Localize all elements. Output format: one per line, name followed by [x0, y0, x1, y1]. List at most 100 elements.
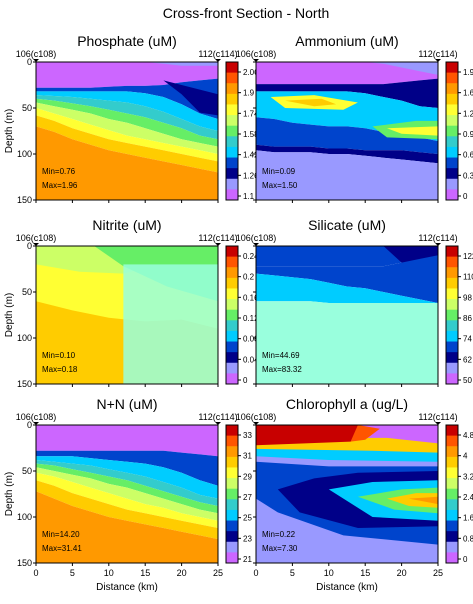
x-tick-label: 15 [360, 568, 370, 578]
colorbar-cell [446, 115, 458, 127]
colorbar-cell [226, 288, 238, 300]
colorbar-cell [226, 72, 238, 84]
colorbar-tick-label: 0.64 [463, 151, 473, 160]
colorbar-cell [446, 72, 458, 84]
plot-frame [255, 424, 439, 564]
colorbar-tick-label: 0 [463, 192, 468, 201]
y-tick-label: 100 [17, 333, 32, 343]
colorbar-cell [226, 320, 238, 332]
stat-min: Min=0.10 [42, 351, 76, 360]
colorbar-cell [226, 157, 238, 169]
station-left-label: 106(c108) [16, 233, 57, 243]
colorbar-cell [446, 352, 458, 364]
colorbar-tick-label: 1.28 [463, 109, 473, 118]
y-tick-label: 50 [22, 287, 32, 297]
colorbar-tick-label: 2.06 [243, 68, 259, 77]
colorbar-tick-label: 4 [463, 452, 468, 461]
contour-band [256, 78, 438, 108]
y-axis-label: Depth (m) [4, 109, 15, 153]
colorbar-cell [446, 178, 458, 190]
colorbar-tick-label: 0.24 [243, 252, 259, 261]
colorbar-cell [446, 136, 458, 148]
stat-max: Max=1.50 [262, 181, 298, 190]
colorbar-tick-label: 1.6 [463, 89, 473, 98]
colorbar-cell [446, 467, 458, 479]
colorbar-cell [226, 146, 238, 159]
contour-band [256, 62, 438, 75]
contour-band [256, 301, 438, 384]
plot-frame [255, 245, 439, 385]
colorbar-cell [226, 330, 238, 343]
y-tick-label: 150 [17, 379, 32, 389]
stat-min: Min=0.09 [262, 167, 296, 176]
colorbar-cell [446, 373, 458, 385]
colorbar-cell [226, 178, 238, 190]
contour-band [36, 467, 218, 521]
colorbar-cell [226, 456, 238, 468]
contour-band [123, 264, 218, 384]
colorbar-cell [446, 531, 458, 543]
contour-field [256, 425, 438, 563]
colorbar-tick-label: 0 [463, 555, 468, 564]
colorbar-tick-label: 62 [463, 355, 472, 364]
colorbar-cell [226, 478, 238, 490]
colorbar-cell [446, 277, 458, 289]
y-tick-label: 50 [22, 103, 32, 113]
contour-band [256, 150, 438, 200]
x-tick-label: 5 [290, 568, 295, 578]
colorbar-cell [226, 256, 238, 268]
y-tick-label: 100 [17, 149, 32, 159]
x-tick-label: 20 [177, 568, 187, 578]
station-right-marker [215, 243, 221, 246]
colorbar-cell [446, 288, 458, 300]
y-tick-label: 150 [17, 558, 32, 568]
colorbar-cell [226, 352, 238, 364]
colorbar-tick-label: 2.4 [463, 493, 473, 502]
colorbar-cell [226, 62, 238, 74]
colorbar-cell [446, 267, 458, 279]
panels: Phosphate (uM)106(c108) 112(c114)05010015… [4, 33, 473, 593]
plot-frame [255, 61, 439, 201]
colorbar-tick-label: 33 [243, 431, 252, 440]
x-tick-label: 25 [433, 568, 443, 578]
panel-title: N+N (uM) [96, 396, 157, 412]
colorbar-cell [226, 341, 238, 353]
contour-band [36, 126, 218, 200]
colorbar-cell [446, 146, 458, 159]
colorbar-cell [446, 478, 458, 490]
colorbar-cell [226, 446, 238, 458]
colorbar-cell [226, 509, 238, 522]
colorbar-tick-label: 4.8 [463, 431, 473, 440]
colorbar-cell [226, 267, 238, 279]
colorbar-tick-label: 25 [243, 514, 252, 523]
contour-band [36, 450, 218, 486]
colorbar-cell [446, 320, 458, 332]
contour-band [256, 117, 438, 154]
colorbar-cell [446, 104, 458, 116]
colorbar-tick-label: 74 [463, 335, 472, 344]
panel-title: Silicate (uM) [308, 217, 386, 233]
colorbar-cell [226, 531, 238, 543]
colorbar-cell [226, 104, 238, 116]
panel-title: Chlorophyll a (ug/L) [286, 396, 408, 412]
contour-band [36, 98, 218, 147]
y-tick-label: 0 [27, 241, 32, 251]
colorbar-cell [226, 299, 238, 311]
contour-band [36, 78, 218, 119]
stat-min: Min=44.69 [262, 351, 300, 360]
colorbar-tick-label: 31 [243, 452, 252, 461]
colorbar-tick-label: 1.92 [463, 68, 473, 77]
contour-band [285, 98, 337, 107]
contour-band [256, 425, 366, 446]
contour-band [36, 102, 218, 154]
y-tick-label: 100 [17, 512, 32, 522]
colorbar-cell [226, 246, 238, 258]
colorbar-cell [446, 309, 458, 321]
panel-nn: N+N (uM)106(c108) 112(c114)050100150Depth… [4, 396, 252, 593]
colorbar-cell [226, 362, 238, 374]
panel-phosphate: Phosphate (uM) 106(c108) 112(c114) 0 50 100 15… [4, 33, 259, 205]
colorbar-cell [446, 189, 458, 201]
station-right-label: 112(c114) [418, 233, 457, 243]
y-tick-label: 0 [27, 57, 32, 67]
colorbar-cell [446, 125, 458, 137]
